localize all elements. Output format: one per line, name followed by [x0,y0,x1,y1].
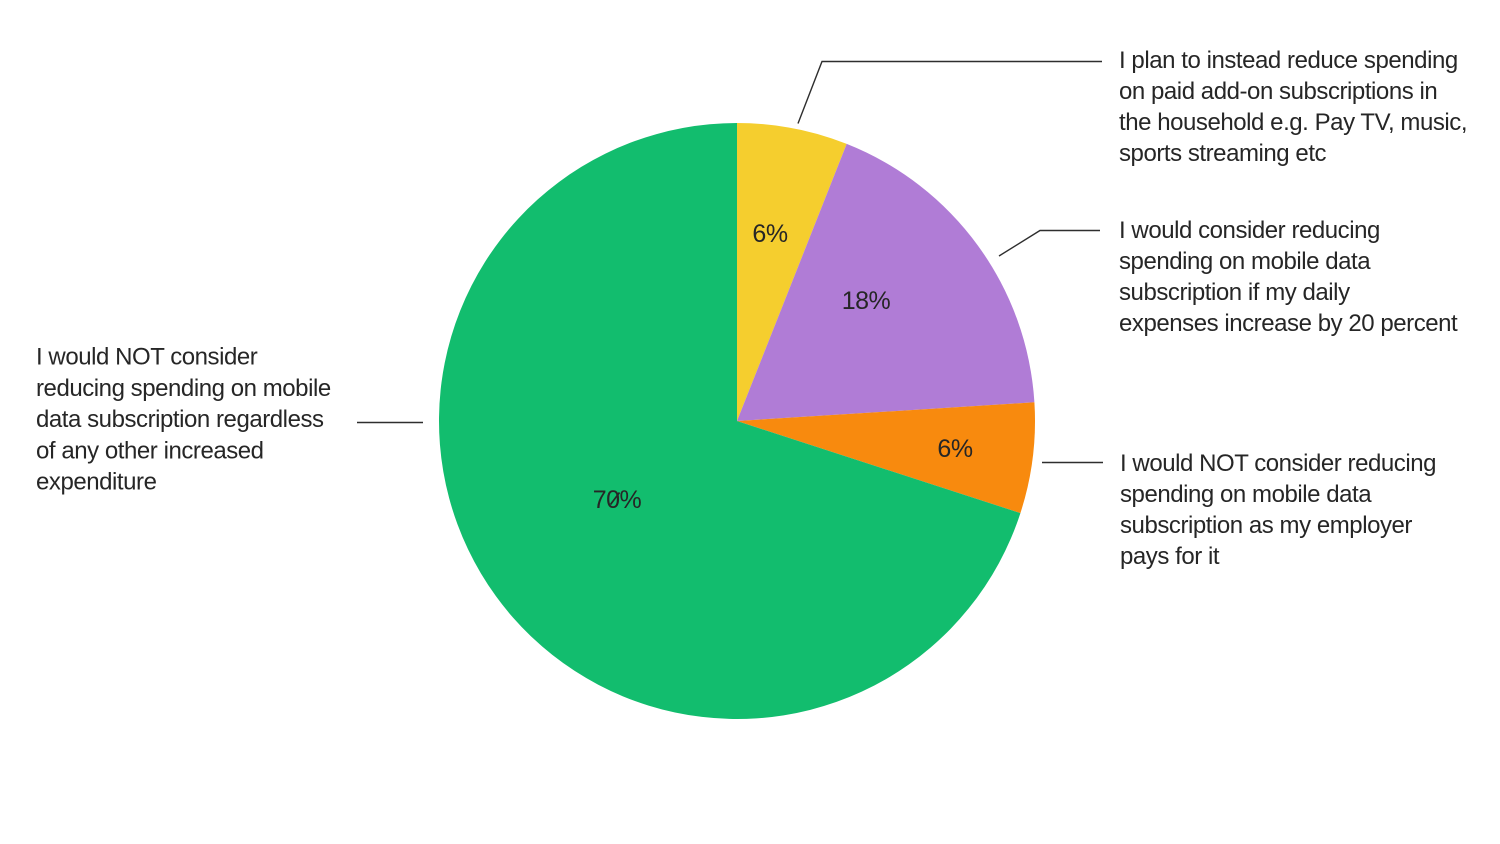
svg-text:of any other increased: of any other increased [36,437,264,464]
svg-text:18%: 18% [842,287,891,315]
svg-text:I would NOT consider: I would NOT consider [36,344,258,371]
svg-text:on paid add-on subscriptions i: on paid add-on subscriptions in [1119,78,1437,105]
svg-text:I plan to instead reduce spend: I plan to instead reduce spending [1119,47,1458,74]
svg-text:I would consider reducing: I would consider reducing [1119,217,1380,244]
svg-text:expenditure: expenditure [36,469,157,496]
svg-text:spending on mobile data: spending on mobile data [1119,248,1371,275]
svg-text:pays for it: pays for it [1120,543,1220,570]
svg-text:spending on mobile data: spending on mobile data [1120,481,1372,508]
svg-text:reducing spending on mobile: reducing spending on mobile [36,375,331,402]
svg-text:6%: 6% [752,220,787,248]
svg-text:data subscription regardless: data subscription regardless [36,406,324,433]
svg-text:expenses increase by 20 percen: expenses increase by 20 percent [1119,310,1458,337]
svg-text:subscription as my employer: subscription as my employer [1120,512,1412,539]
svg-text:6%: 6% [937,435,972,463]
svg-text:subscription if my daily: subscription if my daily [1119,279,1350,306]
svg-text:I would NOT consider reducing: I would NOT consider reducing [1120,450,1436,477]
svg-text:70%: 70% [593,486,642,514]
svg-text:the household e.g. Pay TV, mus: the household e.g. Pay TV, music, [1119,109,1467,136]
svg-text:sports streaming etc: sports streaming etc [1119,140,1327,167]
